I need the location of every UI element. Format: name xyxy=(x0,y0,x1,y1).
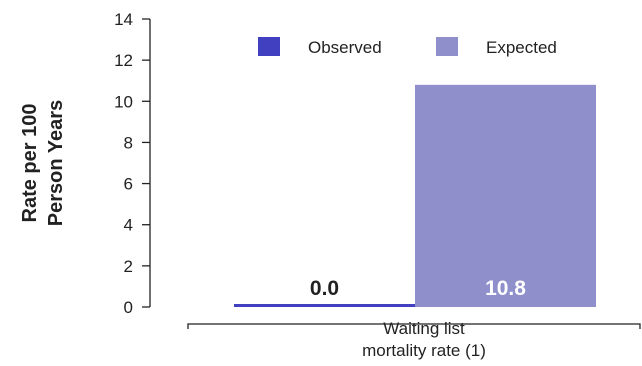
x-axis-line xyxy=(187,323,641,329)
legend-label-observed: Observed xyxy=(308,38,382,57)
y-tick-label: 2 xyxy=(124,257,133,276)
y-axis-title: Rate per 100 Person Years xyxy=(19,100,67,226)
legend-swatch-observed xyxy=(258,37,280,56)
data-label-expected: 10.8 xyxy=(485,277,526,300)
bar-observed xyxy=(234,304,415,307)
y-axis: 0 2 4 6 8 10 12 14 xyxy=(114,10,151,317)
data-label-observed: 0.0 xyxy=(310,277,339,300)
legend-swatch-expected xyxy=(436,37,458,56)
legend-label-expected: Expected xyxy=(486,38,557,57)
y-tick-label: 6 xyxy=(124,175,133,194)
y-axis-title-line: Rate per 100 xyxy=(19,104,41,223)
y-tick-label: 8 xyxy=(124,133,133,152)
bar-expected xyxy=(415,84,596,307)
x-category-label-line: Waiting list xyxy=(383,319,465,338)
y-tick-label: 14 xyxy=(114,10,133,29)
legend: Observed Expected xyxy=(258,37,557,57)
x-category-label-line: mortality rate (1) xyxy=(362,341,486,360)
y-axis-title-line: Person Years xyxy=(45,100,67,226)
y-tick-label: 12 xyxy=(114,51,133,70)
bars: 0.0 10.8 xyxy=(234,84,596,307)
x-axis: Waiting list mortality rate (1) xyxy=(187,319,641,360)
y-tick-label: 0 xyxy=(124,298,133,317)
y-tick-label: 10 xyxy=(114,92,133,111)
y-tick-label: 4 xyxy=(124,216,133,235)
